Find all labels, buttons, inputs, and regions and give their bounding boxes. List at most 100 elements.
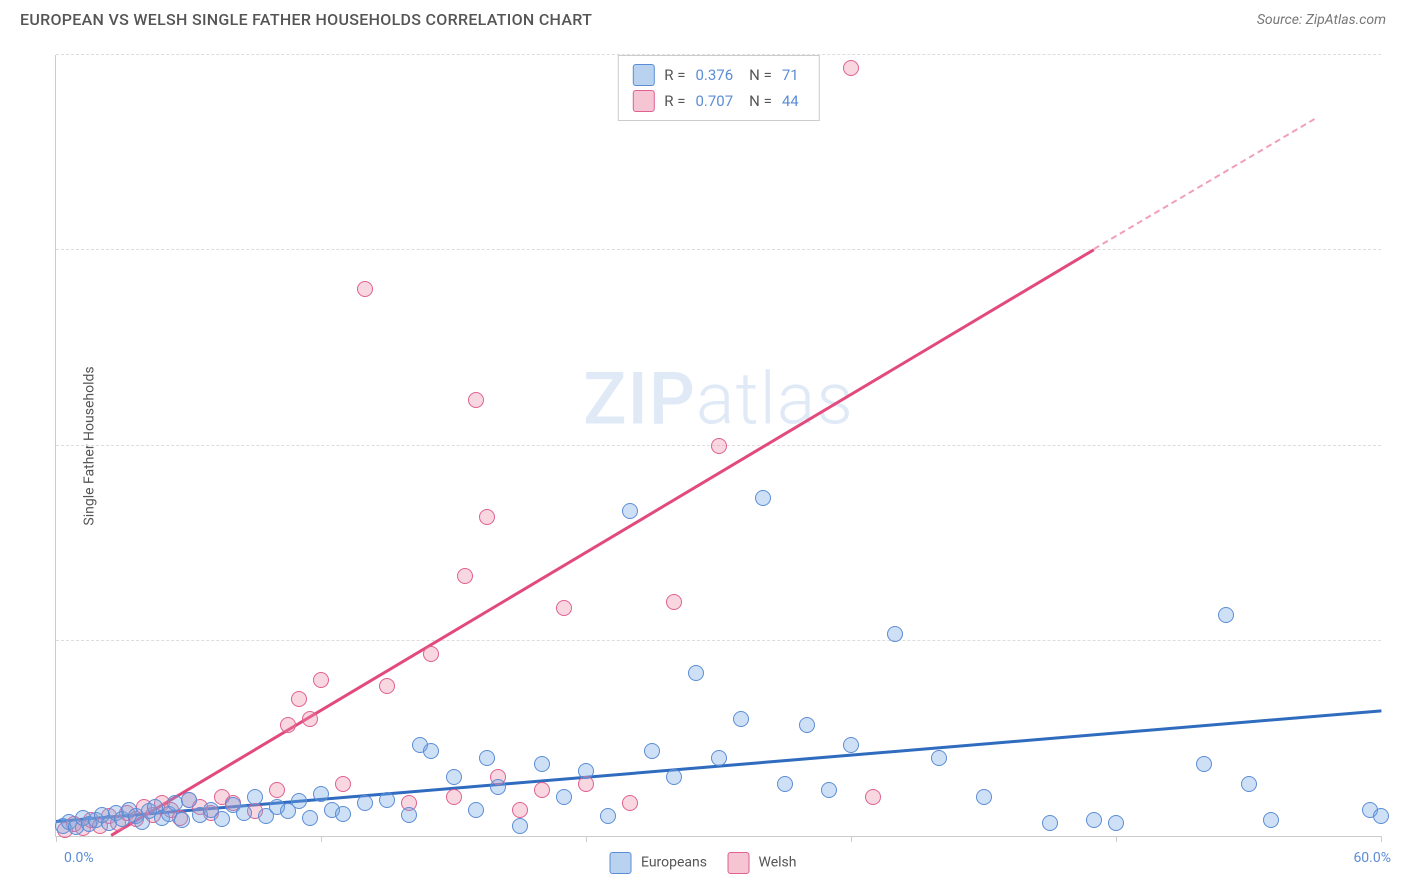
data-point — [214, 811, 230, 827]
data-point — [357, 795, 373, 811]
data-point — [302, 711, 318, 727]
data-point — [379, 678, 395, 694]
legend-label-welsh: Welsh — [759, 855, 797, 871]
data-point — [931, 750, 947, 766]
data-point — [843, 737, 859, 753]
data-point — [313, 672, 329, 688]
data-point — [711, 438, 727, 454]
data-point — [236, 805, 252, 821]
y-tick-label: 45.0% — [1386, 226, 1406, 242]
data-point — [843, 60, 859, 76]
legend-item-europeans: Europeans — [610, 852, 708, 874]
data-point — [357, 281, 373, 297]
legend-n-label-2: N = — [749, 92, 772, 110]
legend-stats-row-2: R = 0.707 N = 44 — [632, 88, 804, 114]
watermark-zip: ZIP — [583, 356, 696, 441]
chart-header: EUROPEAN VS WELSH SINGLE FATHER HOUSEHOL… — [0, 0, 1406, 34]
data-point — [291, 691, 307, 707]
data-point — [302, 810, 318, 826]
data-point — [401, 807, 417, 823]
legend-series: Europeans Welsh — [610, 852, 797, 874]
data-point — [468, 802, 484, 818]
x-tick — [321, 836, 322, 842]
x-tick-max: 60.0% — [1353, 850, 1391, 866]
data-point — [1108, 815, 1124, 831]
data-point — [1042, 815, 1058, 831]
data-point — [600, 808, 616, 824]
data-point — [446, 789, 462, 805]
data-point — [379, 792, 395, 808]
legend-stats: R = 0.376 N = 71 R = 0.707 N = 44 — [617, 55, 819, 121]
data-point — [755, 490, 771, 506]
data-point — [688, 665, 704, 681]
legend-swatch-pink-icon — [727, 852, 749, 874]
legend-n-label: N = — [749, 66, 772, 84]
data-point — [181, 792, 197, 808]
data-point — [1373, 808, 1389, 824]
data-point — [821, 782, 837, 798]
data-point — [490, 779, 506, 795]
trend-line-dashed — [1093, 118, 1315, 250]
x-tick-min: 0.0% — [64, 850, 94, 866]
legend-item-welsh: Welsh — [727, 852, 796, 874]
data-point — [777, 776, 793, 792]
data-point — [644, 743, 660, 759]
chart-title: EUROPEAN VS WELSH SINGLE FATHER HOUSEHOL… — [20, 10, 592, 29]
data-point — [666, 594, 682, 610]
legend-n-value-1: 71 — [782, 66, 799, 84]
data-point — [799, 717, 815, 733]
chart-plot-area: ZIPatlas R = 0.376 N = 71 R = 0.707 N = … — [55, 55, 1381, 837]
data-point — [446, 769, 462, 785]
data-point — [865, 789, 881, 805]
data-point — [556, 789, 572, 805]
data-point — [468, 392, 484, 408]
data-point — [976, 789, 992, 805]
data-point — [269, 782, 285, 798]
data-point — [534, 756, 550, 772]
data-point — [291, 793, 307, 809]
data-point — [622, 795, 638, 811]
data-point — [512, 802, 528, 818]
data-point — [479, 750, 495, 766]
data-point — [666, 769, 682, 785]
data-point — [1196, 756, 1212, 772]
data-point — [1218, 607, 1234, 623]
data-point — [1086, 812, 1102, 828]
legend-r-value-1: 0.376 — [695, 66, 733, 84]
data-point — [174, 812, 190, 828]
data-point — [335, 806, 351, 822]
data-point — [423, 646, 439, 662]
x-tick — [56, 836, 57, 842]
legend-r-label-2: R = — [664, 92, 685, 110]
data-point — [479, 509, 495, 525]
y-tick-label: 30.0% — [1386, 422, 1406, 438]
data-point — [1241, 776, 1257, 792]
data-point — [280, 717, 296, 733]
y-tick-label: 15.0% — [1386, 617, 1406, 633]
x-tick — [586, 836, 587, 842]
legend-label-europeans: Europeans — [641, 855, 707, 871]
legend-swatch-blue-icon — [610, 852, 632, 874]
data-point — [711, 750, 727, 766]
data-point — [247, 789, 263, 805]
x-tick — [851, 836, 852, 842]
data-point — [556, 600, 572, 616]
data-point — [733, 711, 749, 727]
legend-r-value-2: 0.707 — [695, 92, 733, 110]
legend-n-value-2: 44 — [782, 92, 799, 110]
legend-swatch-blue-icon — [632, 64, 654, 86]
data-point — [1263, 812, 1279, 828]
data-point — [534, 782, 550, 798]
gridline — [56, 249, 1381, 250]
x-tick — [1381, 836, 1382, 842]
watermark: ZIPatlas — [583, 356, 854, 441]
data-point — [622, 503, 638, 519]
legend-swatch-pink-icon — [632, 90, 654, 112]
data-point — [423, 743, 439, 759]
y-tick-label: 60.0% — [1386, 31, 1406, 47]
data-point — [313, 786, 329, 802]
data-point — [457, 568, 473, 584]
data-point — [887, 626, 903, 642]
data-point — [512, 818, 528, 834]
data-point — [335, 776, 351, 792]
